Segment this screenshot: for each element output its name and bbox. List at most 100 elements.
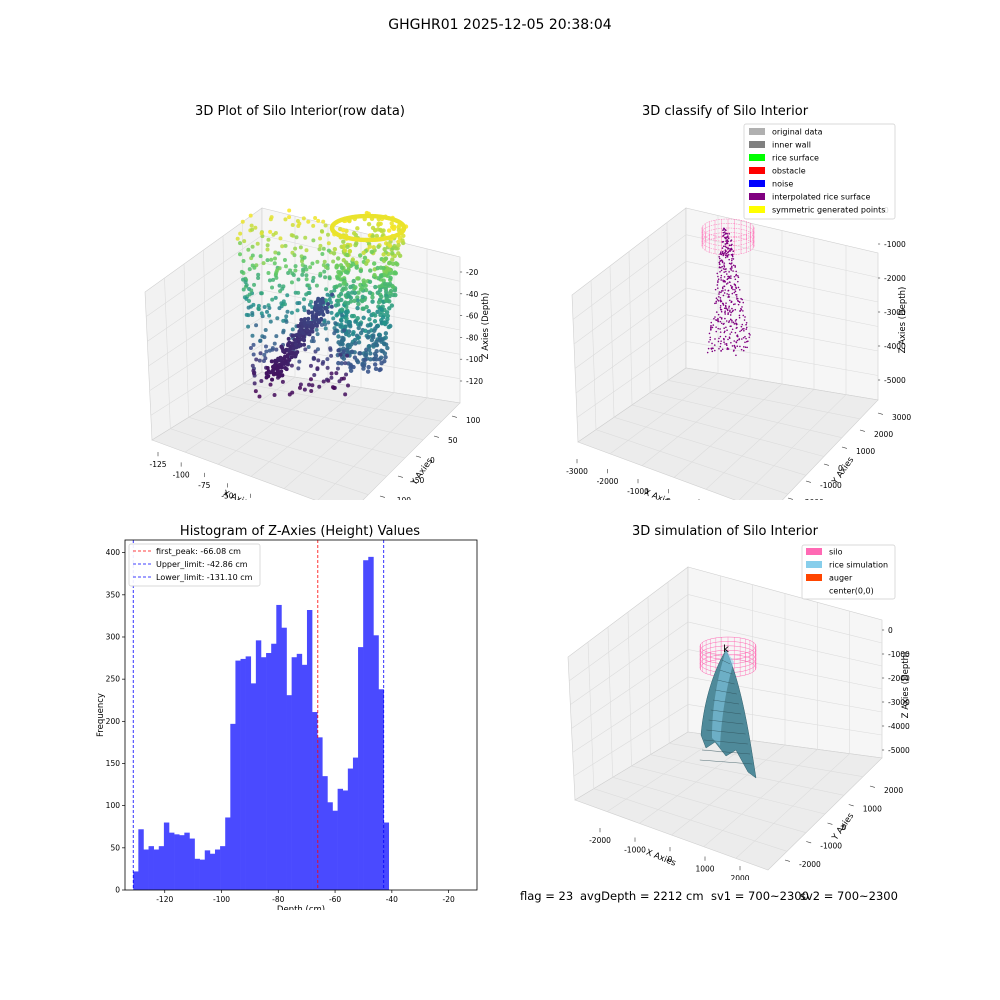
data-point [302,255,307,260]
data-point [326,302,331,307]
data-point [311,275,316,280]
c1-x-tick-label: -100 [173,470,190,479]
data-point [729,310,731,313]
data-point [272,261,277,266]
data-point [366,364,371,370]
data-point [727,250,730,253]
data-point [287,208,292,213]
data-point [725,268,727,270]
data-point [283,217,288,222]
data-point [333,321,338,326]
data-point [341,350,346,355]
data-point [716,298,719,301]
data-point [728,232,731,235]
data-point [302,317,307,322]
rice-mesh-line [717,679,735,685]
data-point [731,253,734,256]
data-point [714,338,716,340]
data-point [283,243,288,248]
data-point [731,321,733,323]
data-point [721,250,724,253]
c2-y-tick-label: 3000 [892,413,911,422]
data-point [737,276,740,279]
data-point [716,287,719,289]
legend-swatch [806,548,822,555]
data-point [745,328,748,330]
c4-y-tick-label: 0 [842,823,847,832]
data-point [733,275,736,278]
data-point [729,268,732,270]
data-point [328,347,333,352]
data-point [727,312,730,314]
c1-y-tick [397,475,403,478]
data-point [310,310,315,315]
data-point [275,316,280,321]
data-point [315,367,320,372]
data-point [259,311,264,316]
data-point [745,340,748,343]
data-point [269,359,274,364]
data-point [396,243,401,248]
data-point [259,231,264,236]
data-point [239,269,244,274]
data-point [374,349,379,354]
data-point [728,244,731,247]
data-point [258,351,263,356]
data-point [360,298,365,304]
data-point [290,327,295,332]
data-point [348,284,353,290]
data-point [734,320,737,322]
data-point [310,261,315,266]
data-point [335,256,341,261]
data-point [347,248,353,254]
c2-x-tick-label: 0 [666,497,671,500]
data-point [748,336,751,339]
data-point [741,323,744,326]
data-point [727,247,729,249]
data-point [283,354,288,359]
data-point [297,359,302,364]
center-marker: k [723,644,729,655]
data-point [730,331,733,333]
data-point [731,267,733,269]
data-point [719,260,721,262]
data-point [730,311,732,314]
data-point [290,223,295,228]
data-point [738,316,741,319]
data-point [270,377,275,382]
data-point [339,361,344,366]
data-point [358,351,363,356]
data-point [326,248,331,253]
data-point [736,345,739,347]
histogram-bar [383,822,390,890]
y-tick-label: 250 [106,675,121,684]
data-point [744,341,746,344]
data-point [721,286,724,289]
data-point [244,312,249,317]
c2-z-tick-label: -3000 [884,308,906,317]
data-point [286,343,291,348]
data-point [296,277,301,282]
c4-z-tick-label: -2000 [888,674,910,683]
data-point [735,341,737,343]
data-point [265,366,270,371]
data-point [718,347,720,350]
data-point [740,307,742,310]
data-point [293,246,298,251]
data-point [733,344,736,347]
data-point [743,327,745,330]
data-point [735,296,738,298]
data-point [321,379,326,384]
chart-raw-3d: -125-100-75-50-2502550100500-50-100-150-… [144,207,491,500]
data-point [363,283,368,288]
legend-label: obstacle [772,167,806,176]
data-point [317,319,322,324]
c2-z-tick-label: -2000 [884,274,906,283]
c1-z-tick-label: -80 [466,333,478,342]
data-point [726,347,729,349]
data-point [246,305,251,310]
data-point [250,227,255,232]
data-point [711,326,714,329]
data-point [339,265,345,271]
data-point [342,248,348,253]
